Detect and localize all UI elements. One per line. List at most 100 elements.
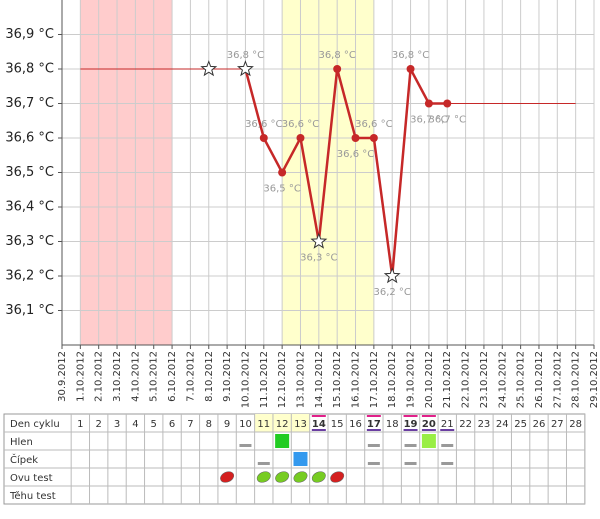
dash-icon — [239, 444, 252, 447]
dash-icon — [404, 462, 417, 465]
x-tick-label: 23.10.2012 — [479, 351, 490, 408]
value-label: 36,7 °C — [410, 115, 447, 126]
day-number: 27 — [551, 419, 564, 430]
x-tick-label: 17.10.2012 — [369, 351, 380, 408]
ovu-test-icon — [256, 471, 271, 483]
x-tick-label: 13.10.2012 — [295, 351, 306, 408]
value-label: 36,6 °C — [355, 119, 392, 130]
value-label: 36,7 °C — [429, 115, 466, 126]
day-number: 23 — [478, 419, 491, 430]
point — [278, 168, 287, 177]
day-number: 9 — [224, 419, 230, 430]
day-number: 3 — [114, 419, 120, 430]
y-tick-label: 36,5 °C — [5, 165, 54, 180]
day-number: 2 — [96, 419, 102, 430]
color-square — [275, 434, 290, 448]
day-number: 28 — [569, 419, 582, 430]
x-tick-label: 18.10.2012 — [387, 351, 398, 408]
row-label: Čípek — [10, 453, 38, 466]
x-tick-label: 3.10.2012 — [112, 351, 123, 402]
point — [443, 99, 452, 108]
ovu-test-icon — [275, 471, 290, 483]
day-under-mark — [421, 429, 436, 431]
x-tick-label: 21.10.2012 — [442, 351, 453, 408]
day-number: 18 — [386, 419, 399, 430]
header-label: Den cyklu — [10, 419, 60, 430]
point — [333, 65, 342, 73]
color-square — [293, 452, 308, 466]
day-highlight — [291, 414, 310, 432]
row-label: Těhu test — [9, 490, 56, 502]
day-under-mark — [403, 429, 418, 431]
x-tick-label: 16.10.2012 — [351, 351, 362, 408]
point — [406, 65, 415, 73]
ovu-test-icon — [293, 471, 308, 483]
x-tick-label: 6.10.2012 — [167, 351, 178, 402]
x-tick-label: 1.10.2012 — [75, 351, 86, 402]
x-tick-label: 9.10.2012 — [222, 351, 233, 402]
day-number: 19 — [404, 419, 418, 430]
star-point — [236, 60, 254, 77]
day-number: 5 — [151, 419, 157, 430]
day-top-mark — [311, 415, 326, 417]
x-tick-label: 29.10.2012 — [589, 351, 600, 408]
value-label: 36,8 °C — [318, 50, 355, 61]
dash-icon — [257, 462, 270, 465]
point — [259, 134, 268, 142]
day-number: 20 — [422, 419, 436, 430]
x-tick-label: 28.10.2012 — [571, 351, 582, 408]
day-highlight — [272, 414, 292, 432]
day-number: 26 — [533, 419, 546, 430]
dash-icon — [441, 444, 454, 447]
y-tick-label: 36,8 °C — [5, 62, 54, 77]
point — [351, 134, 360, 142]
day-number: 6 — [169, 419, 175, 430]
cycle-table: 1 2 3 4 5 6 7 8 9 10 11 12 13 14 15 16 17 18 19 20 21 22 23 24 2… — [3, 413, 586, 505]
value-label: 36,6 °C — [245, 119, 282, 130]
x-tick-label: 4.10.2012 — [130, 351, 141, 402]
x-tick-label: 19.10.2012 — [406, 351, 417, 408]
dash-icon — [367, 444, 380, 447]
day-number: 14 — [312, 419, 326, 430]
y-tick-label: 36,1 °C — [5, 303, 54, 318]
x-tick-label: 11.10.2012 — [259, 351, 270, 408]
value-label: 36,2 °C — [373, 287, 410, 298]
day-under-mark — [366, 429, 381, 431]
value-label: 36,8 °C — [227, 50, 264, 61]
y-tick-label: 36,4 °C — [5, 200, 54, 215]
x-tick-label: 10.10.2012 — [240, 351, 251, 408]
x-tick-label: 25.10.2012 — [516, 351, 527, 408]
point — [296, 134, 305, 142]
x-tick-label: 7.10.2012 — [185, 351, 196, 402]
day-number: 8 — [206, 419, 212, 430]
y-tick-label: 36,2 °C — [5, 269, 54, 284]
day-number: 13 — [294, 419, 307, 430]
day-number: 15 — [331, 419, 344, 430]
day-number: 21 — [441, 419, 454, 430]
day-under-mark — [440, 429, 455, 431]
day-number: 24 — [496, 419, 509, 430]
day-number: 16 — [349, 419, 362, 430]
ovu-test-icon — [330, 471, 345, 483]
x-tick-label: 22.10.2012 — [461, 351, 472, 408]
day-number: 17 — [367, 419, 381, 430]
day-number: 4 — [132, 419, 138, 430]
x-tick-label: 12.10.2012 — [277, 351, 288, 408]
y-tick-label: 36,3 °C — [5, 234, 54, 249]
value-label: 36,8 °C — [392, 50, 429, 61]
point — [424, 99, 433, 108]
x-tick-label: 30.9.2012 — [57, 351, 68, 402]
day-under-mark — [311, 429, 326, 431]
day-top-mark — [403, 415, 418, 417]
x-tick-label: 26.10.2012 — [534, 351, 545, 408]
x-tick-label: 24.10.2012 — [497, 351, 508, 408]
dash-icon — [404, 444, 417, 447]
x-tick-label: 15.10.2012 — [332, 351, 343, 408]
point — [369, 134, 378, 142]
day-number: 25 — [514, 419, 527, 430]
x-tick-label: 5.10.2012 — [149, 351, 160, 402]
ovu-test-icon — [311, 471, 326, 483]
day-number: 22 — [459, 419, 472, 430]
star-point — [310, 232, 328, 249]
